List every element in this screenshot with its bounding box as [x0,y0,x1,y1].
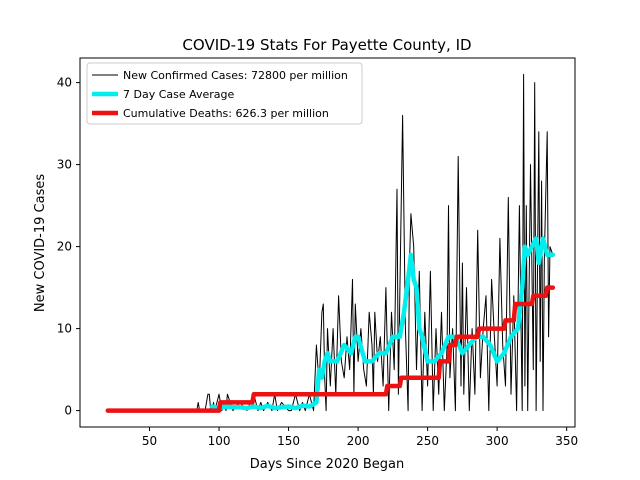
legend-box [86,62,363,125]
x-tick-label: 200 [347,434,370,448]
seven-day-average-line [209,236,556,411]
plot-area [105,73,556,413]
axes: 50 100 150 200 250 300 350 0 10 20 30 40 [57,57,578,448]
legend-entry-cumulative-deaths-label: Cumulative Deaths: 626.3 per million [123,107,329,120]
legend-entry-new-cases-label: New Confirmed Cases: 72800 per million [123,69,348,82]
y-tick-label: 0 [64,404,72,418]
x-tick-label: 300 [486,434,509,448]
y-tick-label: 30 [57,158,72,172]
chart-title: COVID-19 Stats For Payette County, ID [182,36,471,54]
y-tick-label: 10 [57,322,72,336]
axes-frame [79,57,576,428]
x-tick-label: 100 [208,434,231,448]
legend-entry-seven-day-average-label: 7 Day Case Average [123,88,235,101]
x-tick-label: 350 [555,434,578,448]
legend: New Confirmed Cases: 72800 per million 7 … [86,62,363,125]
y-axis-label: New COVID-19 Cases [33,174,48,312]
x-tick-label: 50 [142,434,157,448]
y-tick-label: 40 [57,76,72,90]
cumulative-deaths-line [105,285,556,413]
x-tick-label: 250 [416,434,439,448]
x-tick-label: 150 [277,434,300,448]
x-axis-label: Days Since 2020 Began [250,457,405,472]
y-tick-label: 20 [57,240,72,254]
